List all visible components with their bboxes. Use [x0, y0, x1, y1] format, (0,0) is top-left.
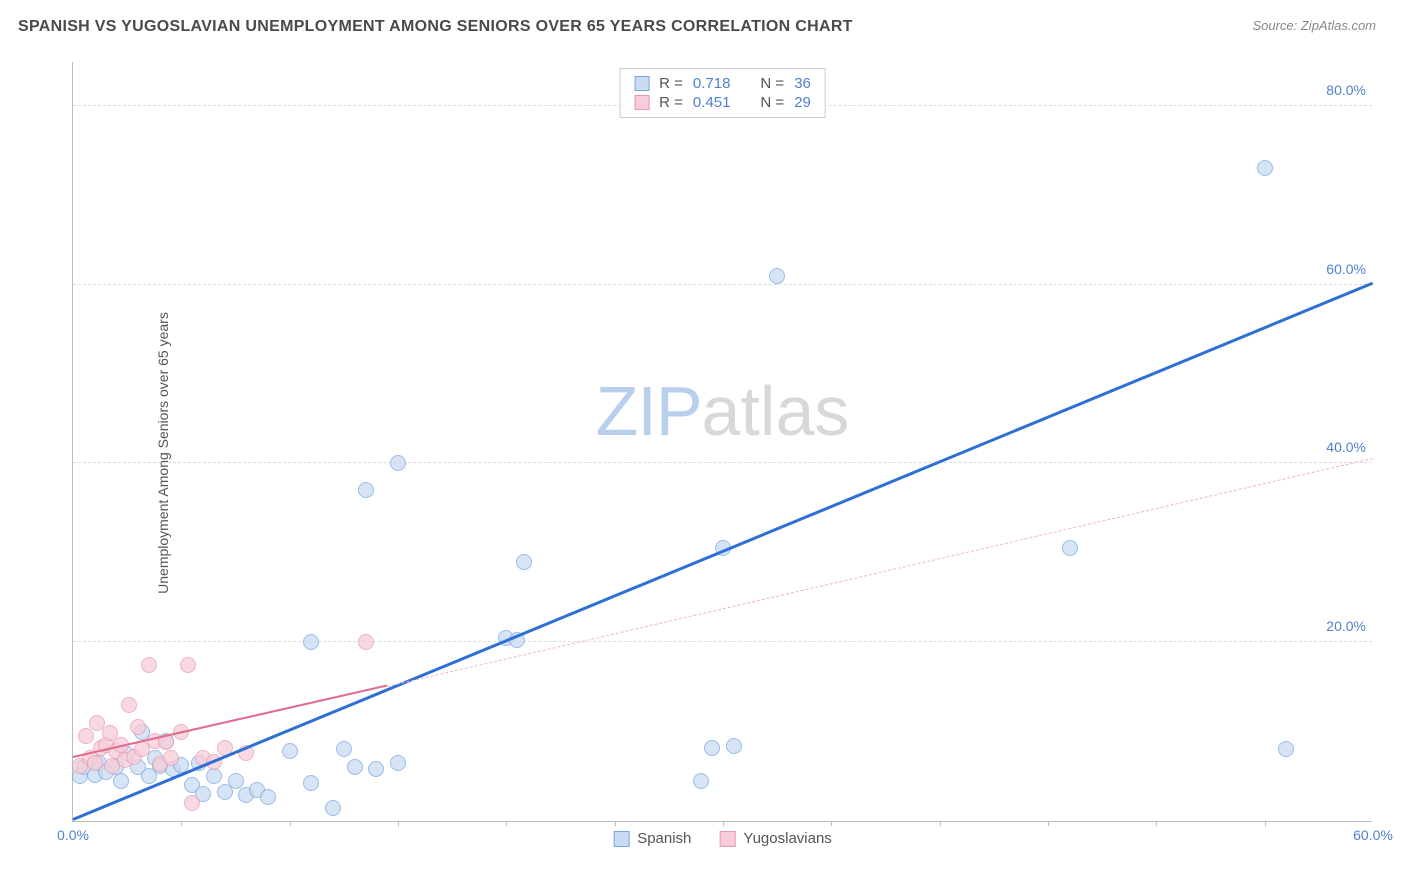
data-point [121, 697, 137, 713]
data-point [228, 773, 244, 789]
data-point [704, 740, 720, 756]
data-point [358, 634, 374, 650]
r-value: 0.451 [693, 94, 731, 111]
watermark: ZIPatlas [596, 371, 850, 451]
data-point [180, 657, 196, 673]
correlation-legend: R = 0.718 N = 36 R = 0.451 N = 29 [619, 68, 826, 118]
data-point [141, 657, 157, 673]
legend-row: R = 0.718 N = 36 [634, 74, 811, 93]
x-tick-mark [1265, 821, 1266, 826]
data-point [347, 759, 363, 775]
data-point [303, 634, 319, 650]
gridline [73, 641, 1372, 642]
data-point [726, 738, 742, 754]
x-tick-mark [1048, 821, 1049, 826]
legend-swatch [613, 831, 629, 847]
data-point [184, 795, 200, 811]
y-tick-label: 40.0% [1326, 439, 1372, 455]
watermark-zip: ZIP [596, 372, 702, 450]
y-tick-label: 20.0% [1326, 618, 1372, 634]
x-tick-mark [940, 821, 941, 826]
source-label: Source: ZipAtlas.com [1252, 18, 1376, 33]
legend-item: Yugoslavians [719, 830, 831, 847]
data-point [87, 755, 103, 771]
data-point [113, 773, 129, 789]
x-tick-mark [506, 821, 507, 826]
x-tick-label: 60.0% [1353, 827, 1393, 843]
r-label: R = [659, 75, 683, 92]
x-tick-mark [398, 821, 399, 826]
data-point [516, 554, 532, 570]
series-legend: Spanish Yugoslavians [613, 830, 832, 847]
data-point [78, 728, 94, 744]
data-point [358, 482, 374, 498]
r-value: 0.718 [693, 75, 731, 92]
legend-swatch [634, 95, 649, 110]
gridline [73, 462, 1372, 463]
x-tick-mark [1156, 821, 1157, 826]
y-tick-label: 60.0% [1326, 261, 1372, 277]
data-point [325, 800, 341, 816]
data-point [1062, 540, 1078, 556]
data-point [282, 743, 298, 759]
data-point [336, 741, 352, 757]
chart-container: Unemployment Among Seniors over 65 years… [50, 58, 1390, 848]
data-point [769, 268, 785, 284]
legend-label: Yugoslavians [743, 830, 831, 847]
trend-line [387, 458, 1373, 687]
data-point [693, 773, 709, 789]
header: SPANISH VS YUGOSLAVIAN UNEMPLOYMENT AMON… [0, 0, 1406, 44]
gridline [73, 284, 1372, 285]
n-value: 36 [794, 75, 811, 92]
data-point [206, 768, 222, 784]
legend-swatch [634, 76, 649, 91]
data-point [368, 761, 384, 777]
x-tick-mark [181, 821, 182, 826]
data-point [1257, 160, 1273, 176]
trend-line [72, 282, 1373, 821]
x-tick-mark [723, 821, 724, 826]
data-point [130, 719, 146, 735]
data-point [260, 789, 276, 805]
data-point [390, 455, 406, 471]
chart-title: SPANISH VS YUGOSLAVIAN UNEMPLOYMENT AMON… [18, 18, 853, 36]
n-value: 29 [794, 94, 811, 111]
x-tick-mark [615, 821, 616, 826]
n-label: N = [760, 94, 784, 111]
n-label: N = [760, 75, 784, 92]
legend-swatch [719, 831, 735, 847]
legend-label: Spanish [637, 830, 691, 847]
legend-item: Spanish [613, 830, 691, 847]
x-tick-mark [290, 821, 291, 826]
data-point [390, 755, 406, 771]
data-point [1278, 741, 1294, 757]
watermark-atlas: atlas [702, 372, 850, 450]
x-tick-mark [831, 821, 832, 826]
r-label: R = [659, 94, 683, 111]
legend-row: R = 0.451 N = 29 [634, 93, 811, 112]
x-tick-label: 0.0% [57, 827, 89, 843]
data-point [303, 775, 319, 791]
data-point [163, 750, 179, 766]
plot-area: ZIPatlas R =0.718N =36R =0.451N =29 Span… [72, 62, 1372, 822]
y-tick-label: 80.0% [1326, 82, 1372, 98]
